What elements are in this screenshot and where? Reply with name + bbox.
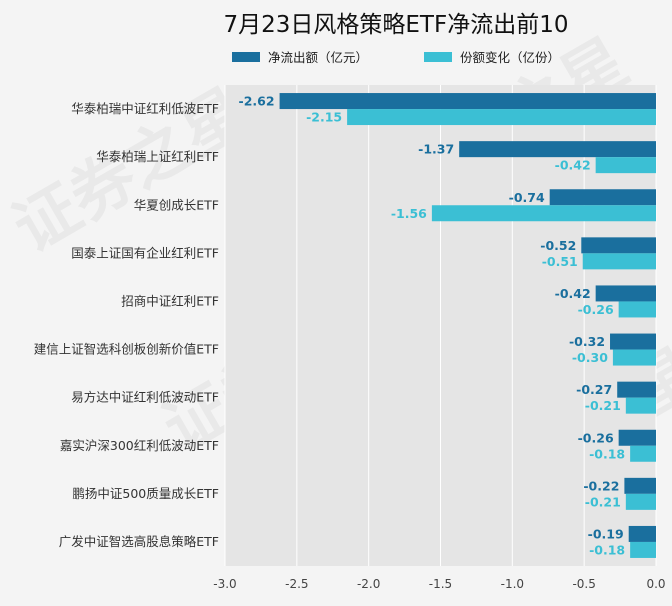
data-label-net-outflow: -2.62	[239, 94, 275, 109]
category-labels: 华泰柏瑞中证红利低波ETF 华泰柏瑞上证红利ETF 华夏创成长ETF 国泰上证国有企业…	[34, 101, 219, 549]
bar-net-outflow	[459, 141, 656, 158]
category-label: 鹏扬中证500质量成长ETF	[72, 486, 219, 501]
legend-swatch	[232, 52, 260, 62]
x-tick-label: -2.5	[285, 577, 308, 591]
bar-net-outflow	[617, 381, 656, 398]
x-tick-label: -2.0	[357, 577, 380, 591]
category-label: 华泰柏瑞上证红利ETF	[96, 149, 219, 164]
bar-net-outflow	[549, 189, 656, 206]
category-label: 易方达中证红利低波动ETF	[71, 390, 219, 405]
data-labels: -2.62 -2.15 -1.37 -0.42 -0.74 -1.56 -0.52-0.51…	[239, 94, 626, 558]
x-tick-label: -1.0	[501, 577, 524, 591]
legend-label: 份额变化（亿份）	[460, 50, 560, 65]
bar-net-outflow	[279, 93, 656, 110]
x-tick-label: -1.5	[429, 577, 452, 591]
bar-share-change	[431, 205, 656, 222]
data-label-net-outflow: -0.22	[583, 478, 619, 493]
data-label-share-change: -0.30	[572, 350, 608, 365]
category-label: 华夏创成长ETF	[134, 197, 219, 212]
data-label-net-outflow: -0.42	[555, 286, 591, 301]
bar-net-outflow	[581, 237, 656, 254]
legend-label: 净流出额（亿元）	[268, 50, 368, 65]
data-label-net-outflow: -0.74	[509, 190, 545, 205]
data-label-net-outflow: -0.26	[578, 430, 614, 445]
bar-net-outflow	[628, 525, 656, 542]
bar-share-change	[630, 445, 656, 462]
data-label-share-change: -0.26	[578, 302, 614, 317]
bar-share-change	[612, 349, 656, 366]
bar-share-change	[625, 397, 656, 414]
data-label-net-outflow: -0.19	[588, 526, 624, 541]
data-label-net-outflow: -0.32	[569, 334, 605, 349]
bar-net-outflow	[618, 429, 656, 446]
data-label-share-change: -1.56	[391, 206, 427, 221]
category-label: 国泰上证国有企业红利ETF	[71, 245, 219, 260]
legend-swatch	[424, 52, 452, 62]
data-label-share-change: -0.21	[585, 398, 621, 413]
bar-share-change	[347, 109, 656, 126]
bar-net-outflow	[624, 477, 656, 494]
data-label-share-change: -0.51	[542, 254, 578, 269]
data-label-net-outflow: -0.27	[576, 382, 612, 397]
data-label-net-outflow: -1.37	[418, 142, 454, 157]
data-label-share-change: -0.18	[589, 542, 625, 557]
x-axis-ticks: -3.0 -2.5 -2.0 -1.5 -1.0 -0.5 0.0	[213, 577, 665, 591]
data-label-share-change: -2.15	[306, 110, 342, 125]
bar-share-change	[582, 253, 656, 270]
data-label-share-change: -0.21	[585, 494, 621, 509]
x-tick-label: -3.0	[213, 577, 236, 591]
legend: 净流出额（亿元） 份额变化（亿份）	[232, 50, 560, 65]
category-label: 嘉实沪深300红利低波动ETF	[60, 438, 219, 453]
data-label-share-change: -0.18	[589, 446, 625, 461]
x-tick-label: 0.0	[646, 577, 665, 591]
category-label: 招商中证红利ETF	[121, 293, 219, 308]
category-label: 建信上证智选科创板创新价值ETF	[34, 342, 219, 357]
x-tick-label: -0.5	[572, 577, 595, 591]
category-label: 广发中证智选高股息策略ETF	[59, 534, 219, 549]
bar-share-change	[595, 157, 656, 174]
bars	[279, 93, 656, 558]
category-label: 华泰柏瑞中证红利低波ETF	[71, 101, 219, 116]
bar-share-change	[630, 541, 656, 558]
bar-net-outflow	[610, 333, 656, 350]
data-label-share-change: -0.42	[555, 158, 591, 173]
chart-title: 7月23日风格策略ETF净流出前10	[224, 12, 569, 38]
bar-net-outflow	[595, 285, 656, 302]
bar-share-change	[618, 301, 656, 318]
bar-share-change	[625, 493, 656, 510]
data-label-net-outflow: -0.52	[540, 238, 576, 253]
